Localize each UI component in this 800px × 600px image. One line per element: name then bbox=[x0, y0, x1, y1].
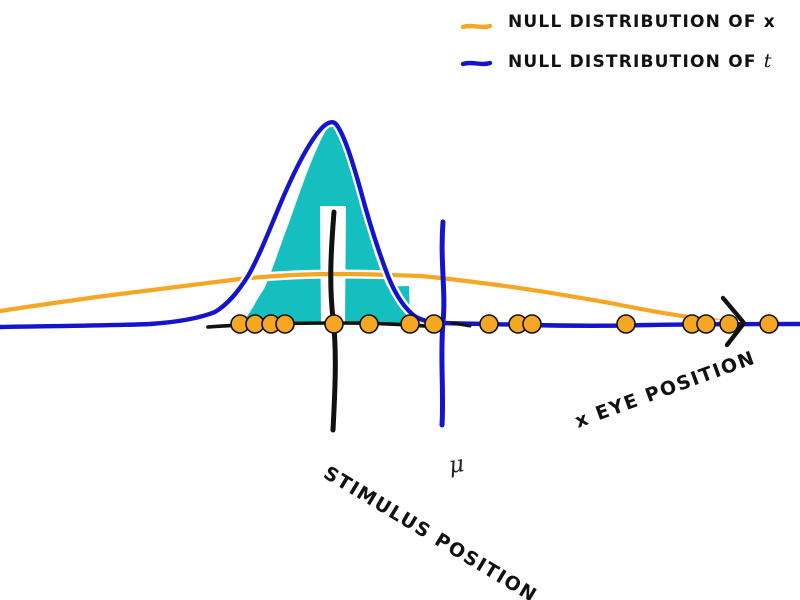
axis-break-tick bbox=[720, 295, 747, 348]
null-distribution-x-curve bbox=[0, 271, 800, 326]
data-dot bbox=[616, 314, 636, 334]
data-dot bbox=[424, 314, 444, 334]
baseline-axis-stub bbox=[450, 321, 472, 328]
data-dot bbox=[719, 314, 739, 334]
legend-swatch-orange bbox=[460, 23, 493, 30]
legend-label-t-symbol: t bbox=[763, 50, 772, 72]
legend-label-x-text: NULL DISTRIBUTION OF bbox=[508, 12, 764, 32]
data-dot bbox=[275, 314, 295, 334]
data-dot bbox=[324, 314, 344, 334]
data-dot bbox=[479, 314, 499, 334]
legend-label-t-text: NULL DISTRIBUTION OF bbox=[508, 52, 764, 72]
eye-position-dots bbox=[230, 314, 779, 334]
data-dot bbox=[359, 314, 379, 334]
legend-item-null-distribution-x: NULL DISTRIBUTION OF x bbox=[508, 12, 776, 32]
data-dot bbox=[400, 314, 420, 334]
data-dot bbox=[696, 314, 716, 334]
data-dot bbox=[759, 314, 779, 334]
legend-swatch-blue bbox=[460, 60, 493, 67]
null-distribution-t-curve bbox=[0, 120, 800, 330]
legend-item-null-distribution-t: NULL DISTRIBUTION OF t bbox=[508, 50, 771, 72]
legend-label-x-symbol: x bbox=[763, 12, 776, 32]
data-dot bbox=[522, 314, 542, 334]
